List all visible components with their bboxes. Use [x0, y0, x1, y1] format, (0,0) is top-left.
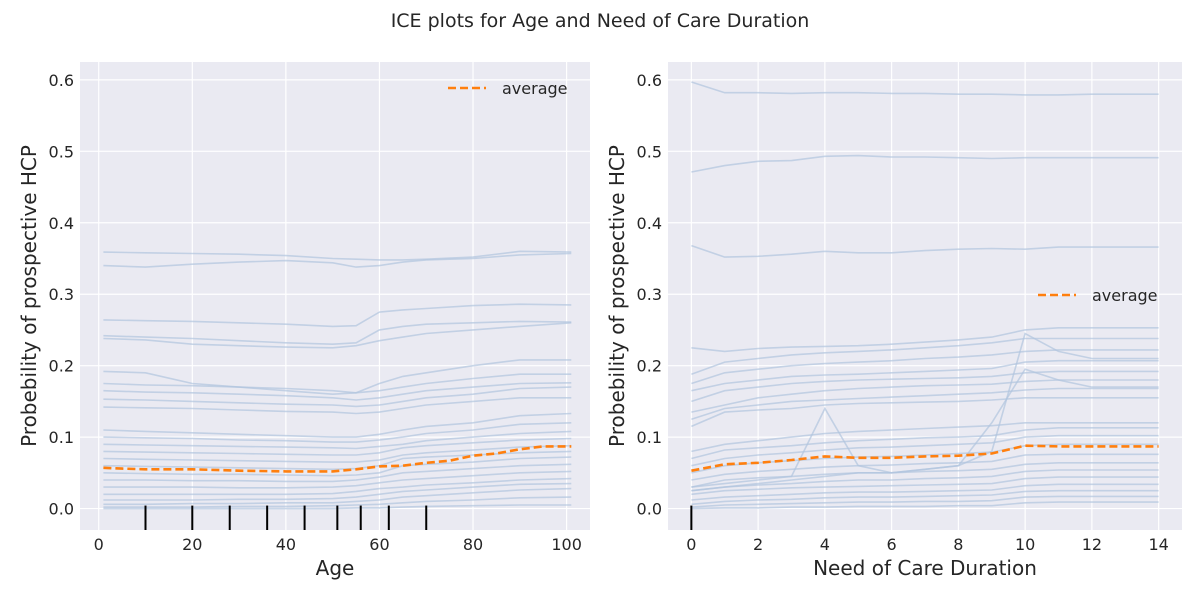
age-x-tick-label: 60 — [369, 535, 389, 554]
duration-x-tick-label: 8 — [953, 535, 963, 554]
duration-x-axis-label: Need of Care Duration — [813, 556, 1037, 580]
age-x-tick-label: 100 — [551, 535, 582, 554]
duration-y-tick-label: 0.1 — [637, 428, 662, 447]
age-ice-line — [103, 470, 572, 489]
duration-ice-line — [691, 368, 1159, 492]
age-ice-line — [103, 482, 572, 501]
duration-ice-line — [691, 154, 1159, 173]
age-ice-line — [103, 373, 572, 394]
duration-ice-line — [691, 81, 1159, 96]
age-x-tick-label: 80 — [463, 535, 483, 554]
age-ice-line — [103, 396, 572, 415]
duration-ice-line — [691, 453, 1159, 481]
duration-x-tick-label: 12 — [1082, 535, 1102, 554]
age-ice-line — [103, 252, 572, 268]
age-y-tick-label: 0.5 — [49, 142, 74, 161]
age-ice-line — [103, 386, 572, 408]
age-ice-line — [103, 250, 572, 261]
age-y-tick-label: 0.2 — [49, 357, 74, 376]
age-ice-line — [103, 487, 572, 506]
duration-ice-line — [691, 489, 1159, 506]
age-ice-line — [103, 422, 572, 443]
age-x-tick-label: 0 — [94, 535, 104, 554]
duration-ice-line — [691, 359, 1159, 392]
duration-ice-line — [691, 483, 1159, 501]
age-ice-line — [103, 320, 572, 346]
age-ice-line — [103, 456, 572, 477]
duration-ice-line — [691, 426, 1159, 460]
duration-ice-line — [691, 387, 1159, 421]
age-average-line — [103, 445, 572, 473]
duration-legend-label: average — [1092, 286, 1158, 305]
duration-ice-line — [691, 434, 1159, 467]
age-ice-line — [103, 322, 572, 349]
age-y-axis-label: Probebility of prospective HCP — [17, 145, 41, 447]
duration-x-tick-label: 14 — [1148, 535, 1168, 554]
duration-ice-line — [691, 461, 1159, 488]
age-y-tick-label: 0.0 — [49, 500, 74, 519]
age-ice-line — [103, 382, 572, 401]
need-of-care-duration-ice-panel: 0 2 4 6 8 10 12 14 0.0 0.1 0.2 0.3 0.4 0.5 0.6 Need of … — [605, 62, 1182, 580]
age-ice-line — [103, 477, 572, 496]
figure-title: ICE plots for Age and Need of Care Durat… — [391, 10, 810, 32]
duration-y-axis-label: Probebility of prospective HCP — [605, 145, 629, 447]
duration-y-tick-label: 0.4 — [637, 214, 662, 233]
age-ice-line — [103, 430, 572, 450]
age-y-tick-label: 0.6 — [49, 71, 74, 90]
duration-x-tick-label: 10 — [1015, 535, 1035, 554]
duration-ice-line — [691, 495, 1159, 508]
duration-plot-area — [668, 62, 1182, 530]
age-x-axis-label: Age — [316, 556, 355, 580]
duration-ice-line — [691, 501, 1159, 510]
duration-x-tick-label: 6 — [887, 535, 897, 554]
age-x-tick-label: 40 — [276, 535, 296, 554]
age-y-tick-label: 0.3 — [49, 285, 74, 304]
age-y-tick-label: 0.1 — [49, 428, 74, 447]
duration-y-tick-label: 0.2 — [637, 357, 662, 376]
duration-ice-line — [691, 421, 1159, 453]
age-ice-panel: 0 20 40 60 80 100 0.0 0.1 0.2 0.3 0.4 0.5 0.6 Age Prob… — [17, 62, 590, 580]
duration-y-tick-label: 0.0 — [637, 500, 662, 519]
duration-y-tick-label: 0.6 — [637, 71, 662, 90]
duration-y-tick-label: 0.3 — [637, 285, 662, 304]
age-x-tick-label: 20 — [182, 535, 202, 554]
duration-average-line — [691, 444, 1159, 472]
duration-y-tick-label: 0.5 — [637, 142, 662, 161]
duration-ice-line — [691, 469, 1159, 492]
duration-ice-line — [691, 379, 1159, 413]
duration-ice-line — [691, 396, 1159, 428]
duration-ice-line — [691, 370, 1159, 403]
age-y-tick-label: 0.4 — [49, 214, 74, 233]
duration-x-tick-label: 2 — [753, 535, 763, 554]
age-ice-line — [103, 437, 572, 456]
duration-ice-line — [691, 326, 1159, 353]
age-ice-line — [103, 444, 572, 463]
duration-x-tick-label: 0 — [686, 535, 696, 554]
age-ice-line — [103, 412, 572, 438]
duration-ice-line — [691, 476, 1159, 496]
duration-ice-line — [691, 337, 1159, 375]
age-legend-label: average — [502, 79, 568, 98]
duration-ice-line — [691, 244, 1159, 258]
age-ice-line — [103, 463, 572, 483]
duration-x-tick-label: 4 — [820, 535, 830, 554]
duration-ice-line — [691, 349, 1159, 385]
age-ice-line — [103, 303, 572, 328]
